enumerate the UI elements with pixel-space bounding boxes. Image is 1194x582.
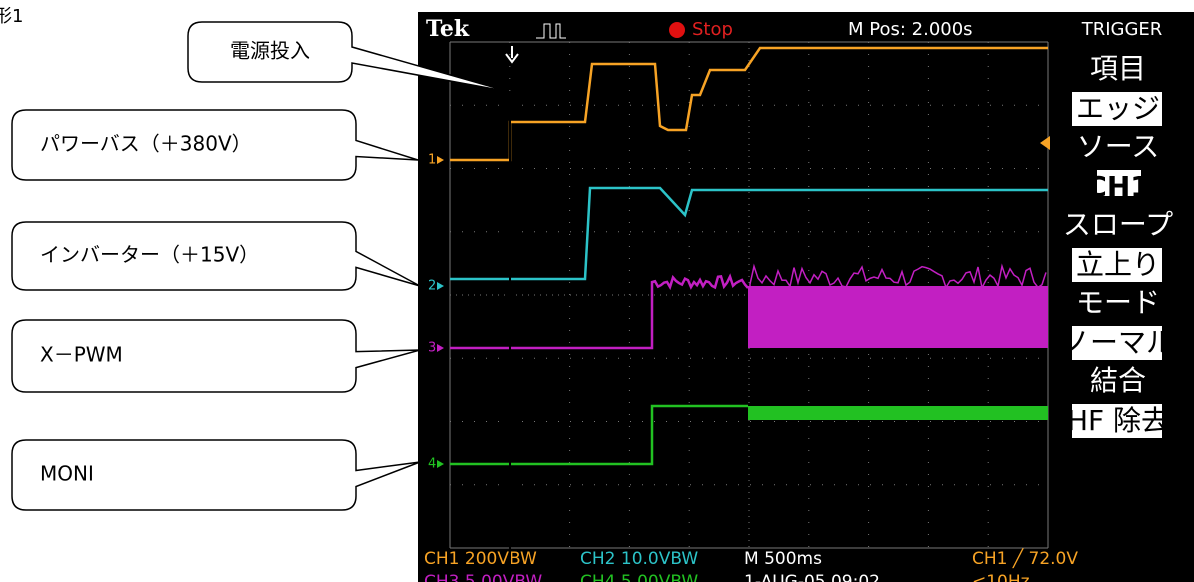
stop-dot (669, 22, 685, 38)
position: M Pos: 2.000s (848, 19, 973, 40)
menu-label: ソース (1077, 130, 1160, 163)
menu-value: ノーマル (1062, 326, 1174, 359)
readout: CH3 5.00VBW (424, 572, 542, 582)
channel-marker: 1 (428, 153, 436, 168)
menu-value: CH1 (1086, 170, 1149, 203)
callout-text: 電源投入 (230, 39, 310, 63)
ch4-band (748, 406, 1048, 420)
screenshot: 形1 Tek Stop M Pos: 2.000s TRIGGER 項目エッジソース CH… (0, 0, 1194, 582)
readout: <10Hz (972, 572, 1030, 582)
status: Stop (692, 19, 733, 40)
brand: Tek (426, 16, 470, 42)
channel-marker: 4 (428, 457, 436, 472)
menu-value: エッジ (1076, 92, 1160, 125)
menu-value: HF 除去 (1067, 404, 1169, 437)
callout-text: インバーター（＋15V） (40, 243, 259, 267)
readout: CH2 10.0VBW (580, 549, 698, 569)
readout: M 500ms (744, 549, 822, 569)
readout: CH4 5.00VBW (580, 572, 698, 582)
menu-label: 結合 (1090, 364, 1146, 397)
callout-text: X－PWM (40, 343, 123, 367)
readout: CH1 200VBW (424, 549, 537, 569)
callout-text: パワーバス（＋380V） (40, 132, 252, 156)
menu-label: 項目 (1090, 52, 1146, 85)
menu-value: 立上り (1076, 248, 1160, 281)
ch3-band (748, 286, 1048, 348)
channel-marker: 2 (428, 279, 436, 294)
menu-title: TRIGGER (1081, 19, 1163, 40)
readout: 1-AUG-05 09:02 (744, 572, 880, 582)
callout-text: MONI (40, 462, 94, 486)
menu-label: モード (1076, 286, 1160, 319)
figure-label: 形1 (0, 6, 23, 27)
channel-marker: 3 (428, 341, 436, 356)
menu-label: スロープ (1063, 208, 1173, 241)
readout: CH1 ╱ 72.0V (972, 548, 1078, 569)
